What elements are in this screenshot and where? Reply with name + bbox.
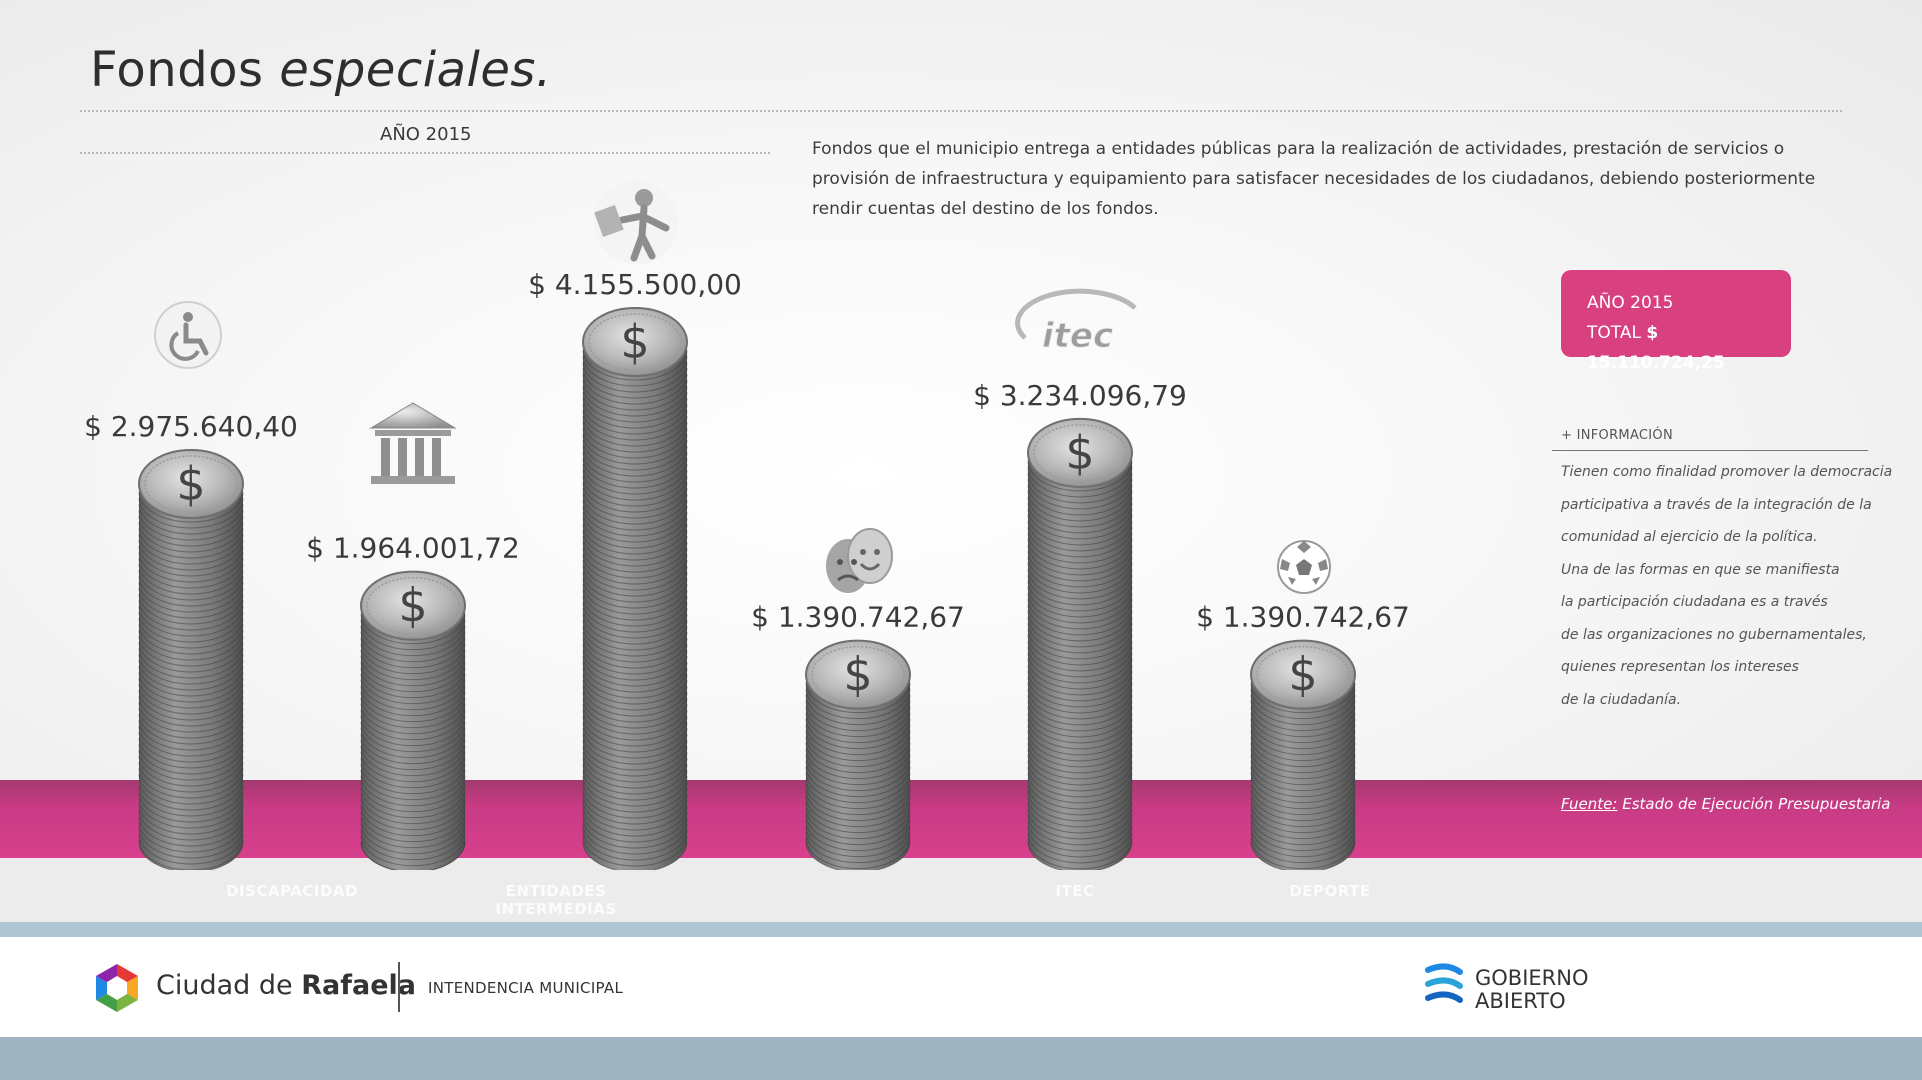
coin-stack-bar: $ [360,570,466,870]
coin-stack-bar: $ [138,448,244,870]
info-line: de las organizaciones no gubernamentales… [1561,626,1867,643]
background [0,0,1922,860]
bar-value-label: $ 4.155.500,00 [528,268,742,301]
footer-strip [0,922,1922,937]
info-heading[interactable]: + INFORMACIÓN [1561,428,1673,443]
bar-value-label: $ 3.234.096,79 [973,379,1187,412]
category-label: ENTIDADES INTERMEDIAS [495,882,617,918]
coin-dollar-symbol: $ [398,579,427,633]
bar-value-label: $ 2.975.640,40 [84,410,298,443]
info-text: Tienen como finalidad promover la democr… [1561,456,1893,716]
total-line: TOTAL $ 15.110.724,25 [1587,323,1725,373]
footer-bottom-strip [0,1037,1922,1080]
coin-dollar-symbol: $ [843,648,872,702]
info-line: Tienen como finalidad promover la democr… [1561,464,1893,480]
info-line: participativa a través de la integración… [1561,496,1872,513]
chart: $ $ 2.975.640,40 $ $ 1.964.001,72 $ $ 4.155.5… [84,180,1410,870]
page-title: Fondos especiales. [90,42,552,98]
chart-base-band [0,780,1922,858]
footer-separator [398,962,400,1012]
coin-stack-bar: $ [582,307,688,870]
gobierno-abierto-icon [1425,963,1463,1003]
category-strip [0,858,1922,923]
year-divider [80,152,770,154]
total-badge: AÑO 2015 TOTAL $ 15.110.724,25 [1561,270,1791,373]
category-label: DEPORTE [1289,882,1371,900]
footer [0,937,1922,1037]
coin-stack-bar: $ [805,639,911,870]
info-divider [1552,450,1868,451]
coin-stack-bar: $ [1250,639,1356,870]
info-line: Una de las formas en que se manifiesta [1561,561,1840,578]
coin-dollar-symbol: $ [1065,426,1094,480]
total-year: AÑO 2015 [1587,293,1674,313]
education-icon [594,180,678,264]
city-logo-icon [96,964,138,1012]
coin-dollar-symbol: $ [1288,648,1317,702]
info-line: de la ciudadanía. [1561,691,1682,708]
itec-logo-icon: itec [1015,288,1137,357]
theater-masks-icon [826,528,893,593]
svg-text:itec: itec [1042,316,1113,356]
description-text: Fondos que el municipio entrega a entida… [812,139,1816,219]
category-label: ITEC [1055,882,1095,900]
wheelchair-icon [154,301,222,369]
bar-value-label: $ 1.390.742,67 [751,601,965,634]
year-label: AÑO 2015 [380,124,472,145]
bar-value-label: $ 1.390.742,67 [1196,601,1410,634]
soccer-ball-icon [1277,540,1331,594]
intendencia-label: INTENDENCIA MUNICIPAL [428,979,624,997]
coin-stack-bar: $ [1027,417,1133,870]
info-line: la participación ciudadana es a través [1561,594,1828,610]
city-name: Ciudad de Rafaela [156,970,416,1001]
info-line: quienes representan los intereses [1561,659,1799,675]
institution-icon [369,402,457,484]
bar-value-label: $ 1.964.001,72 [306,532,520,565]
gobierno-abierto-label: GOBIERNO ABIERTO [1475,966,1589,1013]
coin-dollar-symbol: $ [176,457,205,511]
category-label: DISCAPACIDAD [226,882,358,900]
title-divider [80,110,1842,112]
info-line: comunidad al ejercicio de la política. [1561,529,1818,545]
source-note: Fuente: Estado de Ejecución Presupuestar… [1561,795,1891,813]
total-value: $ 15.110.724,25 [1587,323,1725,373]
coin-dollar-symbol: $ [620,315,649,369]
